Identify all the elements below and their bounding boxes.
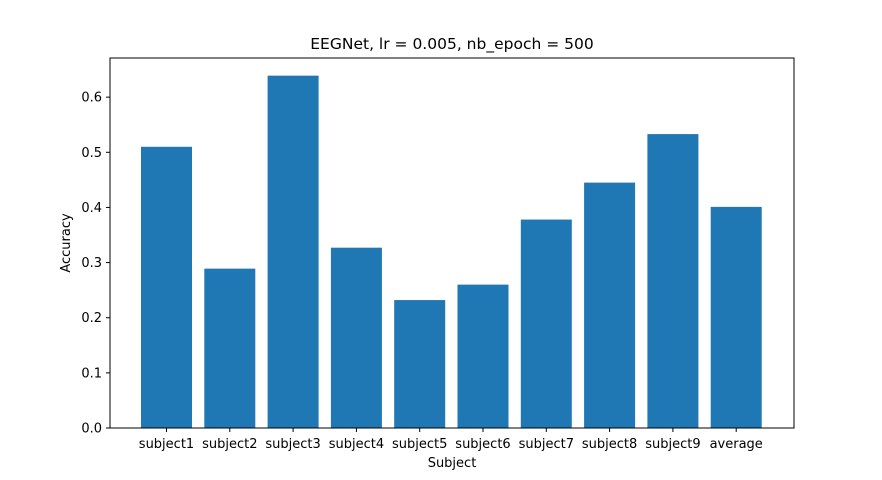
x-tick-label: subject9 [645,437,700,452]
bar-subject8 [584,182,636,428]
bar-subject4 [330,247,382,428]
y-tick-label: 0.4 [81,201,102,216]
y-tick-label: 0.1 [81,366,102,381]
bar-subject7 [520,219,572,428]
bar-subject2 [204,268,256,428]
x-tick-label: subject4 [329,437,384,452]
x-tick-label: subject8 [582,437,637,452]
bars-group [141,75,762,429]
x-tick-label: subject5 [392,437,447,452]
x-axis-ticks: subject1 subject2 subject3 subject4 subject5… [139,428,763,452]
x-tick-label: subject2 [202,437,257,452]
x-axis-title: Subject [428,456,477,471]
y-axis-ticks: 0.0 0.1 0.2 0.3 0.4 0.5 0.6 [81,91,110,437]
x-tick-label: subject6 [455,437,510,452]
x-tick-label: average [710,437,763,452]
y-tick-label: 0.6 [81,91,102,106]
bar-subject3 [267,75,319,429]
chart-title: EEGNet, lr = 0.005, nb_epoch = 500 [310,35,593,54]
x-tick-label: subject3 [265,437,320,452]
y-axis-title: Accuracy [59,213,74,273]
bar-average [710,206,762,428]
y-tick-label: 0.5 [81,146,102,161]
x-tick-label: subject1 [139,437,194,452]
bar-subject5 [394,300,446,428]
plot-frame [109,57,795,429]
bar-subject1 [141,146,192,428]
y-tick-label: 0.3 [81,256,102,271]
y-tick-label: 0.0 [81,422,102,437]
bar-subject9 [647,134,699,428]
bar-subject6 [457,284,509,428]
x-tick-label: subject7 [519,437,574,452]
y-tick-label: 0.2 [81,311,102,326]
